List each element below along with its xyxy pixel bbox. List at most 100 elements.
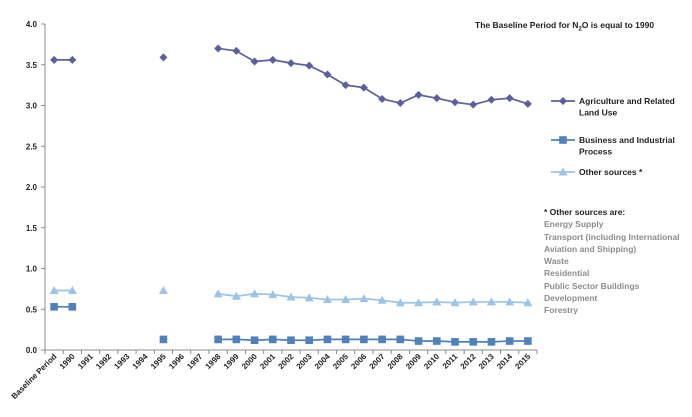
data-point (250, 57, 259, 66)
data-point (432, 337, 441, 345)
data-point (322, 294, 332, 303)
data-point (414, 337, 423, 345)
data-point (305, 336, 314, 345)
x-tick-label: 1995 (149, 352, 168, 371)
baseline-note: The Baseline Period for N2O is equal to … (475, 20, 654, 33)
series-1 (50, 44, 532, 109)
data-point (414, 90, 423, 99)
data-point (341, 294, 351, 303)
other-source-item: Forestry (544, 305, 579, 316)
y-tick-label: 2.0 (26, 183, 38, 192)
baseline-note-suffix: O is equal to 1990 (581, 20, 655, 30)
data-point (396, 99, 405, 108)
data-point (377, 295, 387, 304)
legend-label-line: Process (579, 147, 612, 157)
other-source-item: Residential (544, 268, 590, 279)
x-tick-label: 2000 (240, 352, 259, 371)
y-tick-label: 0.5 (26, 305, 38, 314)
data-point (505, 297, 515, 306)
data-point (505, 94, 514, 103)
data-point (414, 298, 424, 307)
data-point (451, 98, 459, 107)
x-tick-label: 2005 (331, 352, 350, 371)
x-tick-label: 1994 (131, 352, 150, 371)
legend-label-line: Other sources * (579, 167, 643, 177)
series-line (218, 338, 528, 343)
x-tick-label: 2001 (258, 352, 277, 371)
data-point (250, 289, 260, 298)
data-point (523, 99, 532, 108)
data-point (158, 286, 168, 295)
series-2 (50, 303, 532, 346)
y-tick-label: 2.5 (26, 142, 38, 151)
data-point (286, 292, 296, 301)
data-point (359, 83, 368, 92)
data-point (159, 53, 168, 62)
legend-label: Business and Industrial Process (579, 135, 675, 157)
other-source-item: Development (544, 293, 598, 304)
other-source-item: Energy Supply (544, 219, 604, 230)
x-tick-label: 2008 (386, 352, 405, 371)
data-point (268, 290, 278, 299)
data-point (360, 335, 368, 344)
x-tick-label: 2013 (477, 352, 496, 371)
baseline-note-subscript: 2 (578, 26, 582, 33)
y-tick-label: 3.0 (26, 102, 38, 111)
y-tick-label: 0.0 (26, 346, 38, 355)
series-line (217, 292, 528, 304)
data-point (341, 335, 350, 344)
data-point (232, 46, 241, 55)
data-point (305, 61, 314, 70)
data-point (287, 336, 295, 345)
data-point (50, 303, 58, 311)
other-source-item: Waste (544, 256, 569, 267)
x-tick-label: 2012 (459, 352, 478, 371)
other-source-item: Transport (including International Aviat… (544, 231, 680, 254)
legend-label-line: Agriculture and Related (579, 96, 675, 106)
legend-label-line: Business and Industrial (579, 135, 675, 145)
data-point (469, 100, 478, 109)
other-sources-list: Energy Supply Transport (including Intern… (544, 218, 684, 316)
data-point (450, 298, 460, 307)
data-point (432, 94, 441, 103)
x-tick-label: Baseline Period (10, 352, 59, 401)
legend-item-3: Other sources * (551, 167, 643, 177)
other-source-item: Public Sector Buildings (544, 280, 640, 291)
other-sources-heading: * Other sources are: (544, 207, 626, 217)
data-point (304, 293, 314, 302)
x-tick-label: 2011 (441, 352, 460, 371)
legend-marker (559, 136, 567, 144)
legend-label: Other sources * (579, 167, 643, 177)
x-tick-label: 2010 (422, 352, 441, 371)
data-point (468, 297, 478, 306)
x-tick-label: 2002 (276, 352, 295, 371)
data-point (323, 70, 332, 79)
data-point (469, 338, 478, 346)
data-point (68, 303, 77, 311)
data-point (341, 81, 350, 90)
legend-item-2: Business and Industrial Process (551, 135, 675, 157)
x-tick-label: 1998 (204, 352, 223, 371)
data-point (50, 55, 59, 64)
data-point (49, 286, 59, 295)
data-point (323, 335, 332, 344)
data-point (359, 294, 369, 303)
baseline-note-prefix: The Baseline Period for N (475, 20, 579, 30)
legend-item-1: Agriculture and Related Land Use (551, 96, 675, 118)
data-point (213, 289, 223, 298)
data-point (524, 337, 532, 345)
series-line (217, 47, 529, 106)
x-tick-label: 2003 (295, 352, 314, 371)
legend-marker (558, 167, 568, 176)
y-tick-label: 3.5 (26, 61, 38, 70)
series-3 (49, 286, 533, 307)
data-point (232, 335, 241, 344)
data-point (287, 59, 295, 68)
data-point (214, 44, 223, 53)
data-point (486, 297, 496, 306)
x-tick-label: 1999 (222, 352, 241, 371)
legend-label-line: Land Use (579, 108, 618, 118)
data-point (378, 335, 386, 344)
x-tick-label: 2004 (313, 352, 332, 371)
